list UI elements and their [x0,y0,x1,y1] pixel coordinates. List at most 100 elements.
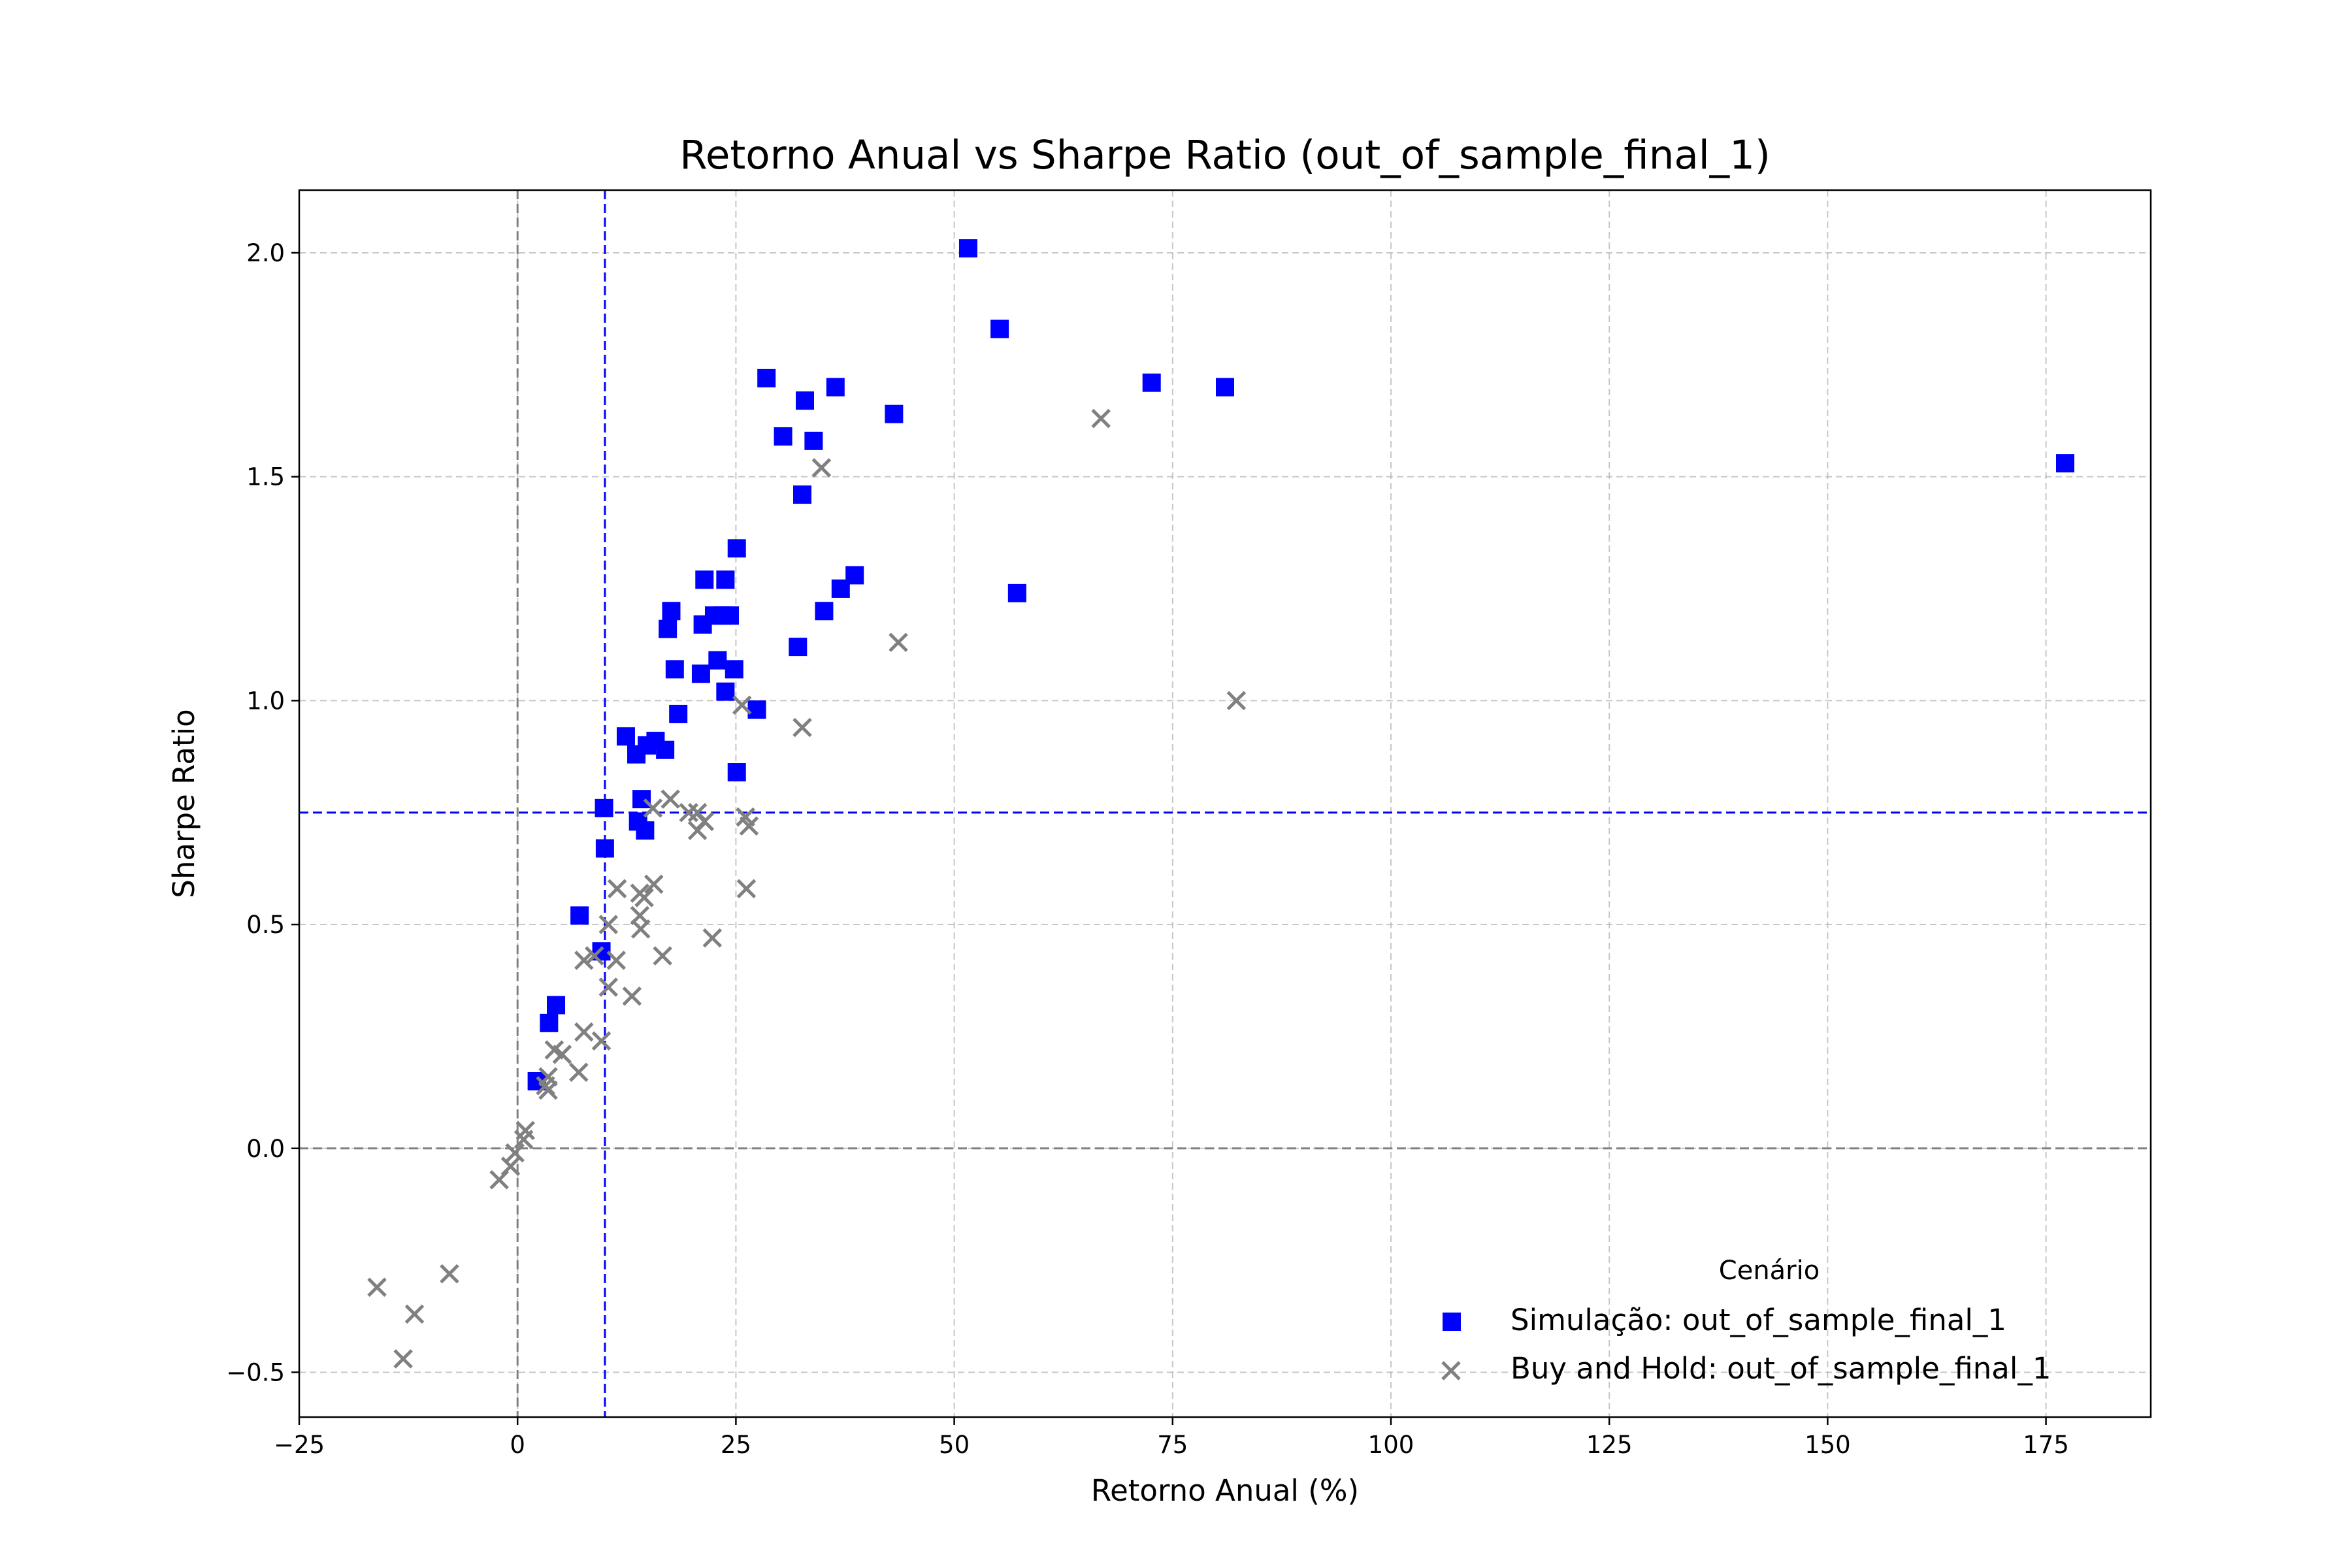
data-point-square [1216,378,1234,397]
data-point-x [574,1022,594,1042]
data-point-square [789,638,808,657]
y-axis-label: Sharpe Ratio [167,709,201,898]
data-point-x [598,915,618,934]
data-point-x [607,879,627,898]
data-point-square [570,906,589,925]
data-point-square [627,745,646,764]
data-points [367,239,2074,1369]
data-point-square [804,431,823,450]
x-tick-label: 50 [939,1431,970,1459]
y-tick-label: 0.0 [246,1135,285,1163]
legend-label-simulacao: Simulação: out_of_sample_final_1 [1511,1303,2006,1337]
data-point-x [736,879,757,898]
data-point-square [727,763,746,782]
legend-title: Cenário [1719,1256,1820,1286]
data-point-square [885,404,904,423]
data-point-square [831,580,850,598]
x-tick-label: 125 [1586,1431,1633,1459]
data-point-x [569,1062,589,1083]
data-point-x [514,1130,534,1149]
data-point-x [732,695,752,715]
data-point-x [585,946,604,966]
data-point-x [661,789,680,809]
data-point-x [538,1080,558,1100]
x-axis-label: Retorno Anual (%) [1091,1473,1359,1508]
data-point-x [606,951,627,970]
data-point-square [691,664,710,683]
data-point-x [687,821,708,840]
data-point-x [404,1304,425,1324]
x-tick-label: 100 [1368,1431,1414,1459]
data-point-x [598,977,618,997]
data-point-x [1091,408,1111,429]
data-point-square [792,485,811,504]
data-point-square [815,602,834,621]
data-point-x [552,1045,572,1064]
data-point-x [393,1349,413,1369]
data-point-square [721,606,740,625]
x-tick-label: 0 [510,1431,525,1459]
y-tick-label: 0.5 [246,911,285,939]
data-point-square [595,839,614,858]
data-point-square [747,700,766,719]
data-point-x [889,632,908,653]
data-point-square [693,615,712,634]
data-point-x [643,798,663,818]
data-point-x [634,888,654,907]
data-point-x [739,816,759,836]
data-point-square [595,798,613,817]
data-point-square [695,570,714,589]
data-point-square [725,660,743,679]
data-point-square [757,368,776,387]
data-point-x [792,717,812,738]
data-point-square [1007,583,1026,602]
data-point-square [2055,454,2074,473]
data-point-square [616,727,635,746]
data-point-square [958,239,977,258]
data-point-x [489,1169,509,1190]
data-point-square [659,619,678,638]
data-point-x [440,1264,459,1284]
legend: Cenário Simulação: out_of_sample_final_1… [1441,1256,2051,1386]
y-tick-label: 1.0 [246,687,285,715]
x-tick-label: 25 [721,1431,751,1459]
data-point-square [716,570,735,589]
data-point-square [665,660,684,679]
data-point-square [632,790,651,809]
x-tick-label: −25 [274,1431,325,1459]
y-tick-label: 2.0 [246,239,285,267]
data-point-x [367,1277,387,1298]
x-tick-label: 175 [2023,1431,2069,1459]
legend-label-buy-and-hold: Buy and Hold: out_of_sample_final_1 [1511,1351,2051,1386]
y-axis-ticks: −0.5 0.0 0.5 1.0 1.5 2.0 [226,239,299,1386]
data-point-square [636,821,655,840]
data-point-x [644,874,664,894]
chart-title: Retorno Anual vs Sharpe Ratio (out_of_sa… [679,132,1771,178]
data-point-square [716,682,735,701]
data-point-square [656,740,675,759]
y-tick-label: 1.5 [246,463,285,491]
x-axis-ticks: −25 0 25 50 75 100 125 150 175 [274,1417,2069,1459]
data-point-square [662,602,681,621]
reference-lines [299,190,2151,1417]
data-point-x [591,1031,612,1051]
data-point-square [708,651,727,670]
data-point-square [547,996,566,1015]
x-tick-label: 75 [1157,1431,1188,1459]
y-tick-label: −0.5 [226,1358,285,1386]
legend-marker-buy-and-hold [1441,1361,1461,1380]
series-simulacao [527,239,2074,1090]
data-point-square [1142,373,1161,392]
data-point-x [811,458,832,478]
series-buy-and-hold [367,408,1247,1369]
data-point-square [826,378,845,397]
data-point-square [774,427,792,446]
data-point-x [679,802,698,823]
legend-marker-simulacao [1443,1313,1461,1331]
plot-frame [298,189,2152,1418]
data-point-square [990,319,1009,338]
gridlines [299,190,2151,1417]
data-point-square [540,1013,559,1032]
data-point-square [669,704,688,723]
